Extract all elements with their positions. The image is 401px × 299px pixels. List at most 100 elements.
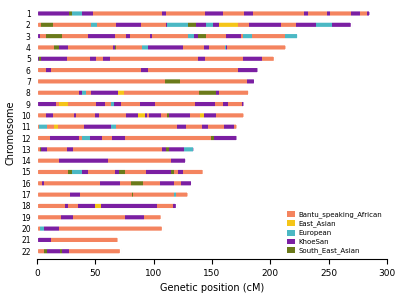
Bar (211, 67, 214, 73)
Bar (149, 78, 165, 85)
Bar (238, 22, 249, 28)
Bar (182, 101, 195, 107)
Bar (67, 56, 79, 62)
Bar (212, 44, 225, 51)
Bar (105, 248, 119, 254)
Bar (203, 56, 205, 62)
Bar (169, 169, 171, 175)
Bar (112, 135, 125, 141)
Bar (304, 10, 308, 16)
Bar (80, 192, 92, 198)
Bar (79, 56, 84, 62)
Bar (336, 10, 350, 16)
Bar (253, 10, 298, 16)
Bar (54, 135, 62, 141)
Bar (125, 214, 128, 220)
Bar (149, 158, 156, 164)
Bar (273, 22, 282, 28)
Bar (203, 10, 205, 16)
Bar (363, 10, 367, 16)
Bar (179, 146, 184, 152)
Bar (160, 180, 174, 186)
Bar (277, 33, 285, 39)
Bar (164, 101, 174, 107)
Bar (68, 101, 93, 107)
Bar (223, 101, 228, 107)
Bar (71, 44, 97, 51)
Bar (132, 180, 143, 186)
Bar (46, 67, 51, 73)
Bar (92, 192, 99, 198)
Bar (219, 90, 233, 96)
Bar (146, 169, 162, 175)
Bar (193, 123, 196, 130)
Bar (196, 22, 206, 28)
Bar (95, 203, 101, 209)
Bar (44, 180, 53, 186)
Bar (119, 248, 121, 254)
Bar (73, 123, 84, 130)
Bar (205, 10, 223, 16)
Bar (155, 101, 164, 107)
Bar (258, 33, 277, 39)
Bar (175, 44, 177, 51)
Bar (116, 44, 142, 51)
Bar (67, 192, 70, 198)
Bar (65, 203, 68, 209)
Bar (73, 214, 93, 220)
Bar (141, 67, 148, 73)
Bar (127, 203, 157, 209)
Bar (178, 169, 183, 175)
Bar (225, 78, 247, 85)
Bar (229, 135, 237, 141)
Bar (188, 33, 194, 39)
Bar (177, 44, 183, 51)
Bar (130, 33, 150, 39)
Bar (79, 90, 81, 96)
Bar (167, 22, 188, 28)
Bar (91, 169, 115, 175)
Bar (86, 90, 91, 96)
X-axis label: Genetic position (cM): Genetic position (cM) (160, 283, 264, 293)
Bar (249, 22, 258, 28)
Bar (84, 56, 90, 62)
Bar (184, 146, 193, 152)
Bar (75, 203, 78, 209)
Bar (37, 112, 46, 118)
Bar (91, 203, 95, 209)
Bar (75, 22, 91, 28)
Bar (37, 180, 42, 186)
Bar (175, 203, 177, 209)
Bar (37, 22, 41, 28)
Bar (183, 44, 204, 51)
Bar (169, 112, 190, 118)
Bar (234, 123, 237, 130)
Bar (53, 112, 58, 118)
Bar (239, 101, 242, 107)
Bar (37, 248, 44, 254)
Bar (110, 192, 114, 198)
Bar (198, 56, 203, 62)
Bar (97, 44, 113, 51)
Bar (100, 180, 108, 186)
Bar (83, 112, 95, 118)
Bar (226, 33, 227, 39)
Bar (67, 44, 68, 51)
Bar (99, 33, 115, 39)
Bar (208, 123, 224, 130)
Bar (95, 112, 99, 118)
Bar (186, 123, 193, 130)
Bar (152, 225, 163, 232)
Bar (160, 90, 199, 96)
Bar (72, 169, 82, 175)
Bar (101, 203, 127, 209)
Bar (138, 112, 145, 118)
Bar (196, 123, 203, 130)
Bar (262, 56, 265, 62)
Bar (62, 248, 69, 254)
Bar (108, 180, 113, 186)
Bar (50, 146, 53, 152)
Bar (46, 33, 63, 39)
Bar (147, 112, 149, 118)
Bar (67, 146, 73, 152)
